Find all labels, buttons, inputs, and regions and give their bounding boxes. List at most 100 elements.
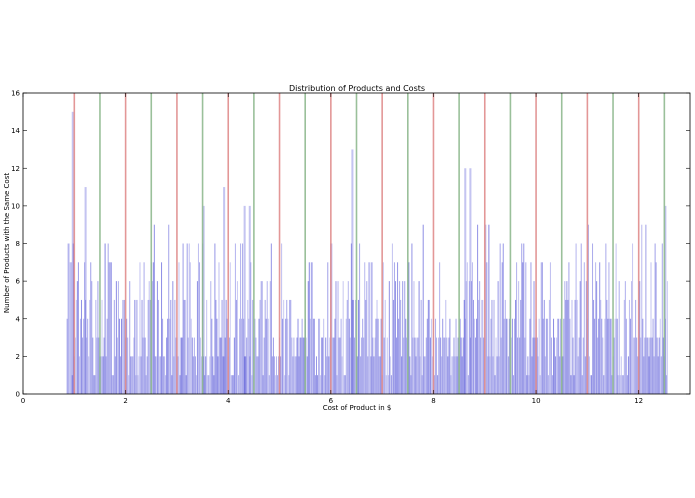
histogram-bar <box>540 262 542 394</box>
histogram-bar <box>67 243 69 394</box>
histogram-bar <box>243 318 245 394</box>
histogram-bar <box>286 299 288 394</box>
histogram-bar <box>604 318 606 394</box>
histogram-bar <box>481 299 483 394</box>
histogram-bar <box>441 356 443 395</box>
histogram-bar <box>280 356 282 395</box>
histogram-bar <box>605 243 607 394</box>
histogram-bar <box>544 356 546 395</box>
histogram-bar <box>224 337 226 394</box>
y-axis-label: Number of Products with the Same Cost <box>3 173 11 313</box>
histogram-bar <box>106 318 108 394</box>
histogram-bar <box>546 318 548 394</box>
histogram-bar <box>314 375 316 394</box>
histogram-bar <box>234 243 236 394</box>
histogram-bar <box>516 262 518 394</box>
histogram-bar <box>628 299 630 394</box>
histogram-bar <box>417 337 419 394</box>
histogram-bar <box>370 356 372 395</box>
histogram-bar <box>478 299 480 394</box>
histogram-bar <box>349 337 351 394</box>
histogram-bar <box>92 337 94 394</box>
histogram-bar <box>265 318 267 394</box>
histogram-bar <box>101 299 103 394</box>
histogram-bar <box>111 375 113 394</box>
histogram-bar <box>461 356 463 395</box>
histogram-bar <box>78 356 80 395</box>
histogram-bar <box>345 318 347 394</box>
histogram-bar <box>69 262 71 394</box>
histogram-bar <box>543 299 545 394</box>
y-tick-label: 14 <box>11 127 20 135</box>
histogram-bar <box>538 318 540 394</box>
histogram-bar <box>119 356 121 395</box>
histogram-bar <box>153 224 155 394</box>
histogram-bar <box>66 318 68 394</box>
histogram-bar <box>618 281 620 395</box>
histogram-bar <box>87 318 89 394</box>
histogram-bar <box>598 318 600 394</box>
histogram-bar <box>329 337 331 394</box>
histogram-bar <box>226 318 228 394</box>
histogram-bar-peak <box>202 205 205 395</box>
histogram-bar <box>257 356 259 395</box>
histogram-bar <box>488 224 490 394</box>
histogram-bar <box>555 356 557 395</box>
histogram-bar <box>501 262 503 394</box>
histogram-bar <box>129 281 131 395</box>
histogram-bar <box>608 262 610 394</box>
histogram-bar <box>444 337 446 394</box>
histogram-bar <box>96 337 98 394</box>
histogram-bar <box>634 337 636 394</box>
histogram-bar <box>542 318 544 394</box>
histogram-bar <box>523 243 525 394</box>
histogram-bar <box>448 337 450 394</box>
histogram-bar <box>155 356 157 395</box>
histogram-bar <box>223 356 225 395</box>
histogram-bar <box>576 299 578 394</box>
histogram-bar <box>301 318 303 394</box>
histogram-bar <box>152 262 154 394</box>
histogram-bar <box>399 281 401 395</box>
histogram-bar <box>515 299 517 394</box>
histogram-bar <box>240 243 242 394</box>
histogram-bar <box>239 318 241 394</box>
histogram-bar <box>292 356 294 395</box>
histogram-bar <box>522 262 524 394</box>
histogram-bar <box>80 299 83 394</box>
histogram-bar <box>375 318 377 394</box>
histogram-bar <box>556 337 558 394</box>
x-tick-label: 12 <box>634 397 643 405</box>
histogram-bar <box>436 337 438 394</box>
histogram-bar <box>363 337 365 394</box>
histogram-bar <box>269 281 271 395</box>
histogram-bar <box>154 356 156 395</box>
histogram-bar <box>571 299 573 394</box>
histogram-bar <box>512 375 515 394</box>
histogram-bar <box>331 243 333 394</box>
histogram-bar <box>639 281 641 395</box>
histogram-bar <box>174 299 176 394</box>
histogram-bar <box>342 281 344 395</box>
histogram-bar <box>272 337 274 394</box>
histogram-bar-peak <box>464 168 467 394</box>
histogram-bar <box>636 337 638 394</box>
histogram-bar <box>429 337 431 394</box>
histogram-bar <box>393 262 395 394</box>
histogram-bar <box>600 299 602 394</box>
histogram-bar <box>312 318 314 394</box>
y-tick-label: 0 <box>16 391 20 399</box>
histogram-bar <box>95 299 97 394</box>
histogram-bar <box>266 281 268 395</box>
histogram-bar <box>205 356 207 395</box>
histogram-bar <box>335 281 337 395</box>
histogram-bar <box>297 318 299 394</box>
histogram-bar <box>606 299 608 394</box>
histogram-bar <box>550 337 552 394</box>
histogram-bar <box>390 375 392 394</box>
histogram-bar <box>88 356 90 395</box>
histogram-bar <box>531 356 533 395</box>
x-tick-label: 8 <box>431 397 435 405</box>
histogram-bar <box>334 318 336 394</box>
histogram-bar <box>378 356 380 395</box>
